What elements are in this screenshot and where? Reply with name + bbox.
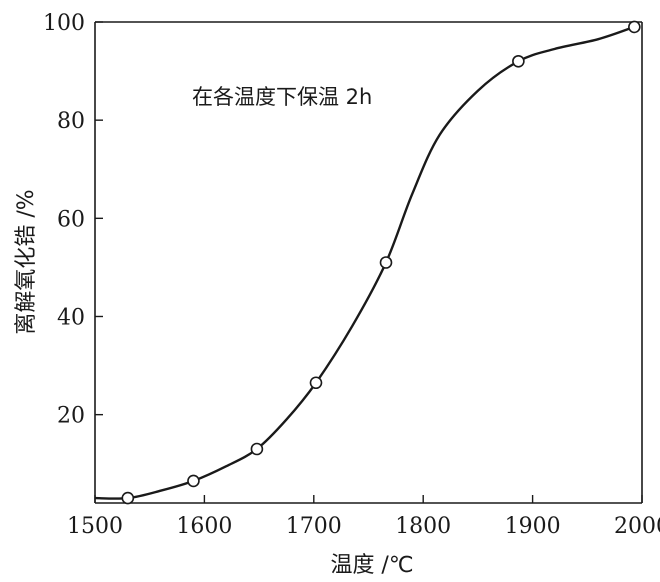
series-curve <box>94 25 635 500</box>
y-axis-title: 离解氧化锆 /% <box>14 189 39 334</box>
plot-area <box>94 21 643 504</box>
y-tick-label: 20 <box>57 404 85 429</box>
x-tick-label: 1600 <box>176 514 232 539</box>
x-axis-title: 温度 /℃ <box>330 553 413 578</box>
data-point <box>250 442 264 456</box>
y-tick-label: 40 <box>57 305 85 330</box>
data-point <box>121 491 135 505</box>
data-point <box>187 474 200 488</box>
y-tick-label: 60 <box>57 207 85 232</box>
x-tick-label: 1800 <box>395 514 451 539</box>
x-tick-label: 2000 <box>614 514 660 539</box>
annotation-text: 在各温度下保温 2h <box>192 85 372 109</box>
data-point <box>309 376 323 390</box>
data-point <box>628 20 641 34</box>
y-tick-label: 80 <box>57 109 85 134</box>
y-tick-label: 100 <box>43 11 85 36</box>
x-tick-label: 1500 <box>67 514 123 539</box>
x-tick-label: 1900 <box>505 514 561 539</box>
tick-labels: 1500 1600 1700 1800 1900 2000 20 40 60 80 100 <box>43 11 660 539</box>
data-point <box>512 54 525 68</box>
x-tick-label: 1700 <box>286 514 342 539</box>
data-point <box>379 256 393 269</box>
data-markers <box>121 20 641 505</box>
